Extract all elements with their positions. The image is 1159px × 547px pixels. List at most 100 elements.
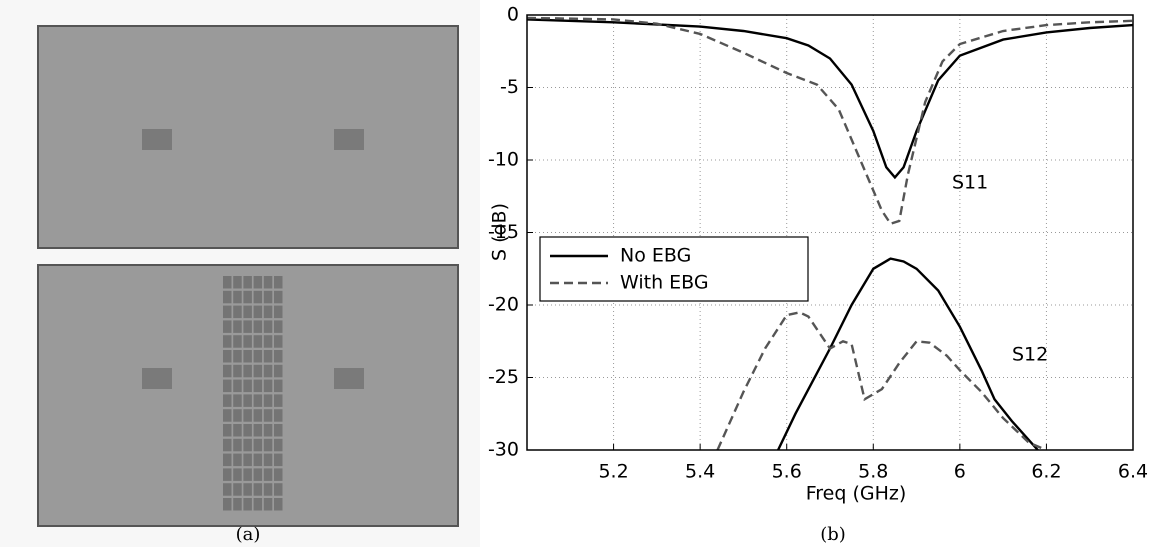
ebg-cell (243, 498, 252, 511)
ebg-cell (263, 350, 273, 363)
ebg-cell (243, 350, 252, 363)
ebg-cell (274, 305, 283, 319)
ebg-cell (223, 305, 232, 319)
ebg-cell (243, 424, 252, 437)
ebg-cell (274, 335, 283, 348)
ebg-cell (223, 453, 232, 467)
ebg-cell (233, 276, 242, 289)
ebg-cell (253, 498, 263, 511)
y-axis-label: S (dB) (489, 203, 511, 261)
ebg-cell (223, 364, 232, 378)
ebg-cell (274, 468, 283, 481)
legend-label: No EBG (620, 245, 691, 267)
ebg-cell (274, 483, 283, 496)
annotation: S11 (952, 172, 988, 194)
ebg-cell (253, 350, 263, 363)
ebg-cell (223, 276, 232, 289)
ebg-cell (233, 453, 242, 467)
ebg-cell (223, 409, 232, 422)
ebg-cell (253, 364, 263, 378)
ebg-cell (233, 498, 242, 511)
ebg-cell (263, 409, 273, 422)
ebg-cell (263, 305, 273, 319)
ebg-cell (223, 468, 232, 481)
ebg-cell (233, 350, 242, 363)
board-top (37, 25, 459, 249)
ebg-cell (233, 438, 242, 452)
ebg-cell (223, 350, 232, 363)
x-tick-label: 5.6 (772, 461, 802, 483)
y-tick-label: -10 (488, 149, 519, 171)
ebg-cell (263, 394, 273, 407)
ebg-cell (223, 438, 232, 452)
y-tick-label: -15 (488, 221, 519, 243)
plot-frame (526, 14, 1134, 451)
ebg-cell (263, 483, 273, 496)
ebg-cell (263, 498, 273, 511)
ebg-cell (233, 468, 242, 481)
ebg-cell (253, 438, 263, 452)
ebg-cell (253, 424, 263, 437)
x-tick-label: 5.8 (858, 461, 888, 483)
ebg-cell (253, 290, 263, 304)
ebg-cell (243, 483, 252, 496)
ebg-cell (274, 276, 283, 289)
ebg-cell (233, 335, 242, 348)
ebg-cell (274, 394, 283, 407)
ebg-cell (253, 379, 263, 393)
ebg-cell (243, 335, 252, 348)
ebg-cell (274, 453, 283, 467)
y-tick-label: -5 (500, 76, 519, 98)
ebg-cell (223, 320, 232, 333)
x-tick-label: 5.4 (685, 461, 715, 483)
ebg-cell (243, 468, 252, 481)
photo (37, 25, 459, 527)
ebg-cell (263, 468, 273, 481)
ebg-cell (243, 364, 252, 378)
y-tick-label: 0 (507, 4, 519, 26)
ebg-cell (243, 438, 252, 452)
ebg-cell (233, 424, 242, 437)
ebg-cell (274, 290, 283, 304)
x-tick-label: 5.2 (598, 461, 628, 483)
ebg-cell (263, 335, 273, 348)
ebg-cell (263, 379, 273, 393)
ebg-cell (243, 290, 252, 304)
ebg-cell (263, 320, 273, 333)
ebg-cell (223, 498, 232, 511)
ebg-cell (233, 394, 242, 407)
ebg-cell (233, 379, 242, 393)
annotation: S12 (1012, 344, 1048, 366)
ebg-cell (233, 364, 242, 378)
ebg-cell (253, 453, 263, 467)
ebg-cell (263, 424, 273, 437)
ebg-cell (233, 305, 242, 319)
ebg-cell (243, 320, 252, 333)
ebg-cell (263, 290, 273, 304)
ebg-cell (263, 276, 273, 289)
patch (142, 368, 172, 389)
ebg-cell (274, 498, 283, 511)
ebg-cell (223, 335, 232, 348)
ebg-cell (274, 409, 283, 422)
line (527, 18, 1133, 180)
ebg-cell (233, 290, 242, 304)
ebg-cell (253, 305, 263, 319)
patch (334, 129, 364, 150)
x-tick-label: 6.4 (1118, 461, 1148, 483)
patch (334, 368, 364, 389)
ebg-cell (274, 438, 283, 452)
x-tick-label: 6 (954, 461, 966, 483)
ebg-cell (233, 320, 242, 333)
ebg-cell (253, 468, 263, 481)
ebg-cell (253, 335, 263, 348)
legend-box (539, 236, 809, 302)
y-tick-label: -30 (488, 439, 519, 461)
y-tick-label: -25 (488, 366, 519, 388)
ebg-cell (243, 276, 252, 289)
patch (142, 129, 172, 150)
ebg-cell (223, 424, 232, 437)
legend-label: With EBG (620, 272, 709, 294)
ebg-cell (253, 276, 263, 289)
